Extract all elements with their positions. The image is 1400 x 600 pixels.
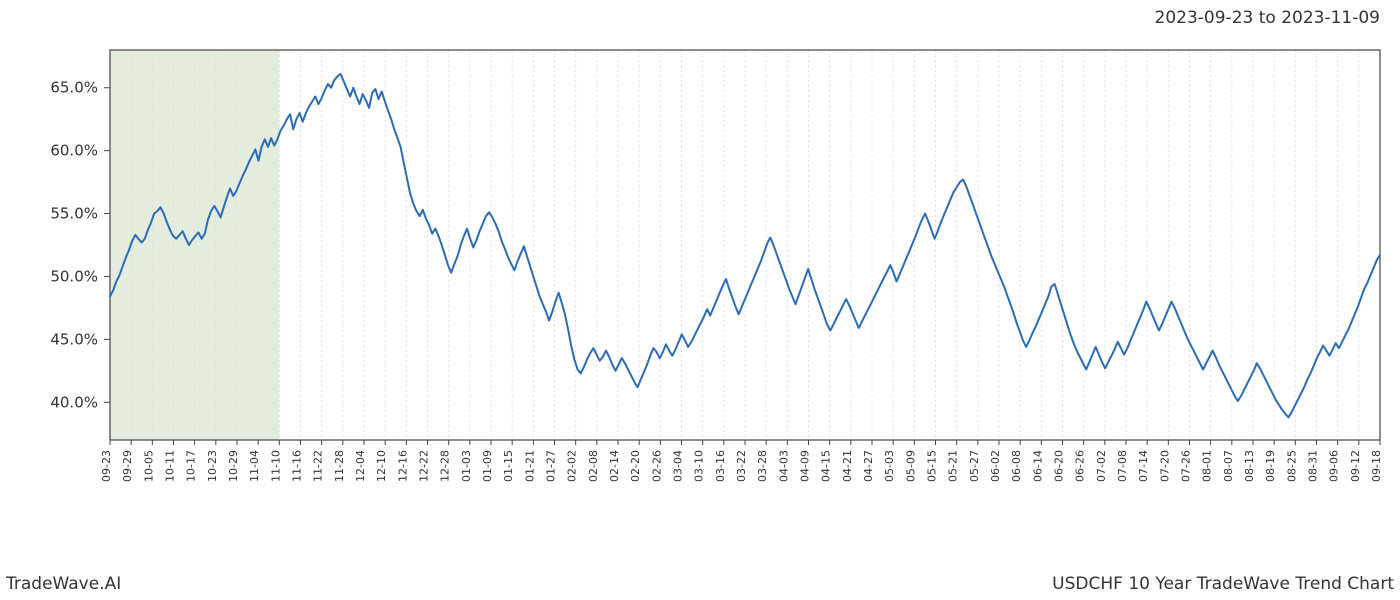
svg-text:07-20: 07-20 <box>1158 450 1171 482</box>
svg-text:03-10: 03-10 <box>693 450 706 482</box>
svg-text:06-14: 06-14 <box>1031 450 1044 482</box>
svg-text:12-04: 12-04 <box>354 450 367 482</box>
chart-container: 40.0% 45.0% 50.0% 55.0% 60.0% 65.0% 09-23 09-29… <box>0 40 1400 540</box>
svg-text:06-26: 06-26 <box>1074 450 1087 482</box>
svg-text:06-20: 06-20 <box>1053 450 1066 482</box>
svg-text:06-08: 06-08 <box>1010 450 1023 482</box>
svg-text:01-09: 01-09 <box>481 450 494 482</box>
svg-text:11-28: 11-28 <box>333 450 346 482</box>
svg-text:65.0%: 65.0% <box>50 79 98 97</box>
svg-text:06-02: 06-02 <box>989 450 1002 482</box>
svg-text:04-15: 04-15 <box>820 450 833 482</box>
svg-text:01-15: 01-15 <box>502 450 515 482</box>
svg-text:12-10: 12-10 <box>375 450 388 482</box>
svg-text:02-02: 02-02 <box>566 450 579 482</box>
svg-text:08-31: 08-31 <box>1307 450 1320 482</box>
svg-text:01-21: 01-21 <box>523 450 536 482</box>
line-chart: 40.0% 45.0% 50.0% 55.0% 60.0% 65.0% 09-23 09-29… <box>0 40 1400 540</box>
svg-text:04-03: 04-03 <box>777 450 790 482</box>
svg-text:05-09: 05-09 <box>904 450 917 482</box>
svg-text:02-26: 02-26 <box>650 450 663 482</box>
svg-text:02-14: 02-14 <box>608 450 621 482</box>
svg-text:08-25: 08-25 <box>1285 450 1298 482</box>
svg-text:10-05: 10-05 <box>142 450 155 482</box>
svg-text:07-26: 07-26 <box>1180 450 1193 482</box>
svg-text:03-28: 03-28 <box>756 450 769 482</box>
svg-text:09-23: 09-23 <box>100 450 113 482</box>
svg-text:60.0%: 60.0% <box>50 142 98 160</box>
svg-text:03-04: 03-04 <box>672 450 685 482</box>
svg-text:12-22: 12-22 <box>418 450 431 482</box>
svg-text:10-17: 10-17 <box>185 450 198 482</box>
svg-text:09-12: 09-12 <box>1349 450 1362 482</box>
svg-text:04-21: 04-21 <box>841 450 854 482</box>
svg-text:07-14: 07-14 <box>1137 450 1150 482</box>
svg-text:01-03: 01-03 <box>460 450 473 482</box>
svg-text:05-03: 05-03 <box>883 450 896 482</box>
svg-text:02-20: 02-20 <box>629 450 642 482</box>
svg-text:40.0%: 40.0% <box>50 393 98 411</box>
svg-text:07-02: 07-02 <box>1095 450 1108 482</box>
svg-text:07-08: 07-08 <box>1116 450 1129 482</box>
svg-text:08-01: 08-01 <box>1201 450 1214 482</box>
svg-text:11-22: 11-22 <box>312 450 325 482</box>
svg-text:09-18: 09-18 <box>1370 450 1383 482</box>
svg-text:04-27: 04-27 <box>862 450 875 482</box>
svg-text:08-19: 08-19 <box>1264 450 1277 482</box>
svg-text:05-21: 05-21 <box>947 450 960 482</box>
svg-text:12-28: 12-28 <box>439 450 452 482</box>
svg-text:03-22: 03-22 <box>735 450 748 482</box>
svg-text:05-27: 05-27 <box>968 450 981 482</box>
svg-text:11-04: 11-04 <box>248 450 261 482</box>
svg-text:12-16: 12-16 <box>396 450 409 482</box>
svg-text:02-08: 02-08 <box>587 450 600 482</box>
svg-text:09-29: 09-29 <box>121 450 134 482</box>
svg-text:01-27: 01-27 <box>545 450 558 482</box>
svg-text:10-11: 10-11 <box>164 450 177 482</box>
svg-text:11-16: 11-16 <box>291 450 304 482</box>
svg-text:11-10: 11-10 <box>269 450 282 482</box>
svg-text:08-07: 08-07 <box>1222 450 1235 482</box>
svg-text:50.0%: 50.0% <box>50 267 98 285</box>
brand-label: TradeWave.AI <box>6 574 121 594</box>
chart-title: USDCHF 10 Year TradeWave Trend Chart <box>1052 574 1394 594</box>
svg-text:05-15: 05-15 <box>926 450 939 482</box>
date-range-label: 2023-09-23 to 2023-11-09 <box>1155 8 1380 28</box>
svg-text:10-23: 10-23 <box>206 450 219 482</box>
svg-text:09-06: 09-06 <box>1328 450 1341 482</box>
svg-text:10-29: 10-29 <box>227 450 240 482</box>
svg-text:03-16: 03-16 <box>714 450 727 482</box>
svg-text:04-09: 04-09 <box>799 450 812 482</box>
svg-text:08-13: 08-13 <box>1243 450 1256 482</box>
svg-text:45.0%: 45.0% <box>50 330 98 348</box>
svg-text:55.0%: 55.0% <box>50 205 98 223</box>
